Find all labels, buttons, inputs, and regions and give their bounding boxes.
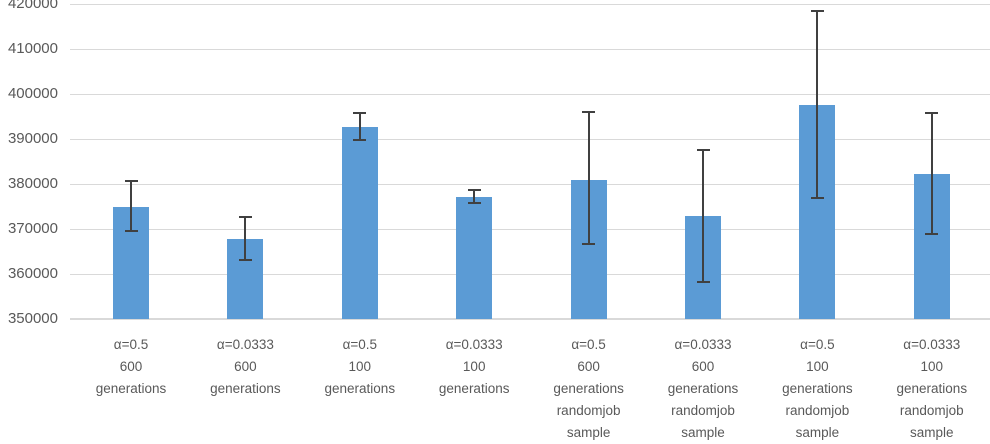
error-bar-top-cap — [467, 189, 481, 192]
x-axis-label-line: randomjob — [785, 403, 850, 418]
x-axis-category-label: α=0.0333 100 generations randomjob sample — [875, 334, 989, 444]
x-axis-label-line: sample — [566, 425, 611, 440]
x-axis-label-line: α=0.0333 — [445, 337, 503, 352]
x-axis-label-line: 100 — [806, 359, 829, 374]
x-axis-category-label: α=0.5 100 generations randomjob sample — [760, 334, 874, 444]
y-axis-tick-label: 390000 — [7, 130, 58, 147]
x-axis-category-label: α=0.5 600 generations — [74, 334, 188, 400]
error-bar-bottom-cap — [124, 229, 138, 232]
plot-area — [70, 3, 990, 320]
x-axis-category-label: α=0.0333 600 generations — [188, 334, 302, 400]
error-bar-bottom-cap — [467, 201, 481, 204]
error-bar-top-cap — [696, 149, 710, 152]
x-axis-label-line: generations — [782, 381, 853, 396]
x-axis-label-line: α=0.5 — [571, 337, 606, 352]
x-axis-category-label: α=0.0333 600 generations randomjob sample — [646, 334, 760, 444]
x-axis-category-label: α=0.5 600 generations randomjob sample — [532, 334, 646, 444]
x-axis-label-line: sample — [910, 425, 954, 440]
y-axis-tick-label: 380000 — [7, 175, 58, 192]
y-axis-tick-label: 400000 — [7, 85, 58, 102]
x-axis-line — [70, 318, 990, 320]
error-bar-line — [130, 180, 132, 231]
error-bar-line — [930, 113, 933, 235]
x-axis-label-line: α=0.0333 — [674, 337, 732, 352]
x-axis-label-line: 600 — [234, 359, 257, 374]
error-bar-line — [358, 113, 361, 141]
x-axis-category-label: α=0.5 100 generations — [303, 334, 417, 400]
bar — [341, 126, 378, 319]
x-axis-label-line: generations — [896, 381, 968, 396]
gridline — [70, 3, 990, 5]
gridline — [70, 183, 990, 185]
x-axis-category-label: α=0.0333 100 generations — [417, 334, 531, 400]
error-bar-bottom-cap — [696, 280, 710, 283]
y-axis-tick-label: 370000 — [7, 220, 58, 237]
y-axis-tick-label: 410000 — [7, 40, 58, 57]
gridline — [70, 138, 990, 140]
x-axis-label-line: α=0.0333 — [903, 337, 961, 352]
x-axis-label-line: generations — [553, 381, 624, 396]
error-bar-top-cap — [353, 112, 367, 115]
error-bar-top-cap — [124, 179, 138, 182]
x-axis-label-line: α=0.5 — [800, 337, 835, 352]
x-axis-label-line: 600 — [577, 359, 600, 374]
x-axis-label-line: generations — [210, 381, 281, 396]
gridline — [70, 228, 990, 230]
y-axis-tick-label: 350000 — [7, 310, 58, 327]
error-bar-top-cap — [238, 216, 252, 219]
error-bar-line — [244, 217, 247, 261]
gridline — [70, 273, 990, 275]
x-axis-label-line: α=0.5 — [113, 337, 149, 352]
x-axis-label-line: sample — [795, 425, 840, 440]
x-axis-label-line: 100 — [462, 359, 486, 374]
x-axis-label-line: generations — [438, 381, 510, 396]
error-bar-line — [473, 190, 476, 203]
x-axis-label-line: randomjob — [899, 403, 964, 418]
error-bar-line — [816, 10, 819, 199]
y-axis-tick-label: 360000 — [7, 265, 58, 282]
error-bar-top-cap — [810, 9, 824, 12]
x-axis-label-line: 100 — [920, 359, 944, 374]
x-axis-label-line: sample — [681, 425, 725, 440]
x-axis-label-line: 600 — [119, 359, 143, 374]
gridline — [70, 48, 990, 50]
error-bar-bottom-cap — [925, 233, 939, 236]
x-axis-label-line: randomjob — [556, 403, 621, 418]
error-bar-bottom-cap — [810, 197, 824, 200]
y-axis-tick-label: 420000 — [7, 0, 58, 12]
error-bar-bottom-cap — [238, 259, 252, 262]
x-axis-label-line: generations — [324, 381, 396, 396]
x-axis-label-line: 100 — [348, 359, 372, 374]
x-axis-label-line: α=0.5 — [342, 337, 378, 352]
x-axis-label-line: α=0.0333 — [216, 337, 274, 352]
gridline — [70, 93, 990, 95]
x-axis-label-line: generations — [95, 381, 167, 396]
error-bar-top-cap — [925, 112, 939, 115]
error-bar-bottom-cap — [353, 139, 367, 142]
x-axis-label-line: randomjob — [671, 403, 735, 418]
x-axis-label-line: 600 — [691, 359, 715, 374]
error-bar-line — [702, 150, 704, 282]
x-axis-label-line: generations — [667, 381, 739, 396]
error-bar-line — [587, 112, 590, 244]
error-bar-bottom-cap — [582, 242, 596, 245]
bar — [456, 196, 493, 319]
error-bar-top-cap — [582, 111, 596, 114]
